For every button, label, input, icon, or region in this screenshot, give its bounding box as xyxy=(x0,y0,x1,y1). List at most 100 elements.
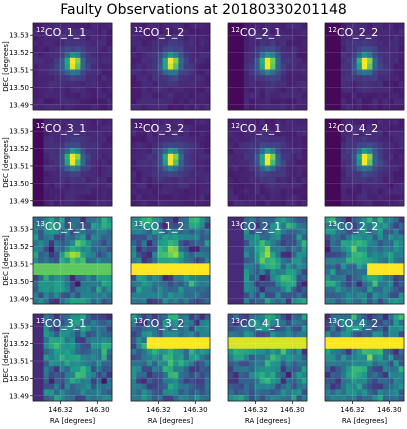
heatmap-cell xyxy=(80,153,87,160)
heatmap-cell xyxy=(388,81,394,88)
heatmap-cell xyxy=(259,337,266,344)
heatmap-cell xyxy=(249,325,255,332)
heatmap-cell xyxy=(351,98,357,105)
heatmap-cell xyxy=(340,280,347,287)
heatmap-cell xyxy=(59,171,65,178)
heatmap-cell xyxy=(157,171,163,178)
heatmap-cell xyxy=(398,228,405,235)
heatmap-cell xyxy=(398,136,405,143)
heatmap-cell xyxy=(291,257,297,264)
heatmap-cell xyxy=(340,130,347,137)
heatmap-cell xyxy=(330,57,336,64)
heatmap-cell xyxy=(233,331,239,338)
heatmap-cell xyxy=(146,348,153,355)
heatmap-cell xyxy=(351,263,357,270)
heatmap-cell xyxy=(275,217,282,224)
heatmap-cell xyxy=(136,280,142,287)
heatmap-cell xyxy=(59,234,65,241)
heatmap-cell xyxy=(346,360,352,367)
heatmap-cell xyxy=(264,165,271,172)
heatmap-cell xyxy=(183,142,190,149)
heatmap-cell xyxy=(356,246,363,253)
heatmap-cell xyxy=(188,57,195,64)
heatmap-cell xyxy=(280,159,287,166)
heatmap-cell xyxy=(59,263,65,270)
heatmap-cell xyxy=(351,142,357,149)
heatmap-cell xyxy=(152,354,158,361)
heatmap-cell xyxy=(136,275,142,282)
heatmap-cell xyxy=(346,165,352,172)
heatmap-cell xyxy=(238,354,245,361)
heatmap-cell xyxy=(69,314,76,321)
heatmap-cell xyxy=(275,177,282,184)
heatmap-cell xyxy=(296,292,303,299)
heatmap-cell xyxy=(280,119,287,126)
heatmap-cell xyxy=(157,360,163,367)
heatmap-cell xyxy=(228,354,234,361)
heatmap-cell xyxy=(275,263,282,270)
heatmap-cell xyxy=(291,217,297,224)
heatmap-cell xyxy=(249,343,255,350)
heatmap-cell xyxy=(335,119,342,126)
heatmap-cell xyxy=(136,292,142,299)
heatmap-cell xyxy=(388,136,394,143)
heatmap-cell xyxy=(377,395,384,402)
heatmap-cell xyxy=(243,354,250,361)
heatmap-cell xyxy=(162,275,169,282)
heatmap-cell xyxy=(54,165,60,172)
heatmap-cell xyxy=(330,331,336,338)
heatmap-cell xyxy=(296,228,303,235)
heatmap-cell xyxy=(194,165,200,172)
heatmap-cell xyxy=(178,331,185,338)
heatmap-cell xyxy=(194,314,200,321)
heatmap-cell xyxy=(259,395,266,402)
heatmap-cell xyxy=(167,153,174,160)
heatmap-cell xyxy=(228,130,234,137)
heatmap-cell xyxy=(96,251,102,258)
heatmap-cell xyxy=(90,286,97,293)
heatmap-cell xyxy=(48,200,55,207)
heatmap-cell xyxy=(33,69,39,76)
heatmap-cell xyxy=(249,63,255,70)
heatmap-cell xyxy=(228,23,234,30)
heatmap-cell xyxy=(162,165,169,172)
heatmap-cell xyxy=(188,389,195,396)
heatmap-cell xyxy=(233,136,239,143)
heatmap-cell xyxy=(233,148,239,155)
heatmap-cell xyxy=(393,280,400,287)
heatmap-cell xyxy=(141,251,148,258)
heatmap-cell xyxy=(131,331,137,338)
heatmap-cell xyxy=(356,75,363,82)
heatmap-cell xyxy=(54,348,60,355)
heatmap-cell xyxy=(382,34,389,41)
heatmap-cell xyxy=(325,200,331,207)
heatmap-cell xyxy=(75,46,81,53)
heatmap-cell xyxy=(38,40,44,47)
heatmap-cell xyxy=(393,148,400,155)
heatmap-cell xyxy=(38,343,44,350)
heatmap-cell xyxy=(33,130,39,137)
heatmap-cell xyxy=(335,257,342,264)
heatmap-cell xyxy=(194,81,200,88)
heatmap-cell xyxy=(393,28,400,35)
heatmap-cell xyxy=(33,228,39,235)
heatmap-cell xyxy=(85,389,92,396)
heatmap-cell xyxy=(393,269,400,276)
heatmap-cell xyxy=(243,28,250,35)
heatmap-cell xyxy=(340,366,347,373)
heatmap-cell xyxy=(173,292,179,299)
heatmap-cell xyxy=(33,383,39,390)
heatmap-cell xyxy=(330,292,336,299)
heatmap-cell xyxy=(275,136,282,143)
heatmap-cell xyxy=(238,337,245,344)
heatmap-cell xyxy=(285,92,292,99)
heatmap-cell xyxy=(351,314,357,321)
heatmap-cell xyxy=(351,280,357,287)
heatmap-cell xyxy=(270,119,276,126)
heatmap-cell xyxy=(325,240,331,247)
heatmap-cell xyxy=(48,92,55,99)
heatmap-cell xyxy=(377,372,384,379)
heatmap-cell xyxy=(85,130,92,137)
heatmap-cell xyxy=(335,46,342,53)
heatmap-cell xyxy=(38,331,44,338)
